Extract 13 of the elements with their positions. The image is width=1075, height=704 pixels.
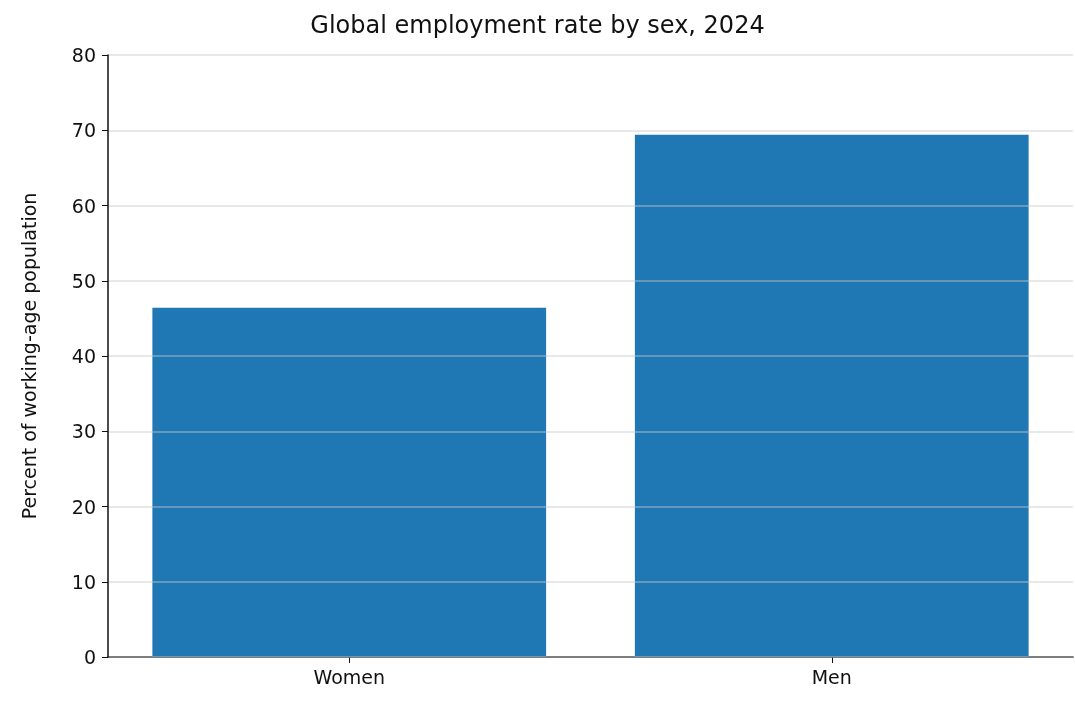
y-axis-title: Percent of working-age population <box>17 192 40 520</box>
y-tick-label: 50 <box>71 269 96 292</box>
x-tick-label: Women <box>313 665 386 688</box>
x-tick-label: Men <box>811 665 852 688</box>
y-tick-label: 10 <box>71 570 96 593</box>
chart-title: Global employment rate by sex, 2024 <box>310 11 765 39</box>
y-tick-label: 30 <box>71 420 96 443</box>
y-tick-label: 40 <box>71 345 96 367</box>
y-tick-label: 20 <box>71 495 96 518</box>
y-tick-label: 60 <box>71 194 96 217</box>
y-tick-label: 0 <box>83 646 96 668</box>
y-tick-label: 70 <box>71 119 96 142</box>
y-tick-label: 80 <box>71 44 96 66</box>
